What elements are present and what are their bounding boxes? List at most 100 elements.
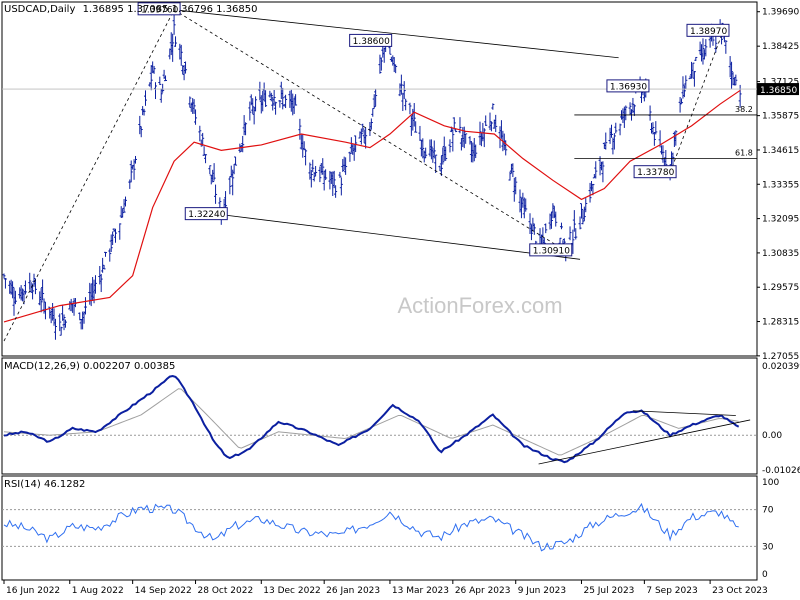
price-bar <box>111 231 115 246</box>
price-bar <box>234 156 238 166</box>
price-bar <box>624 105 628 121</box>
price-bar <box>444 146 448 161</box>
price-bar <box>338 171 342 178</box>
time-axis-label: 23 Oct 2023 <box>712 586 768 596</box>
price-bar <box>518 189 522 213</box>
moving-average-line <box>3 89 741 323</box>
price-bar <box>494 114 498 133</box>
price-bar <box>504 140 508 156</box>
price-bar <box>198 125 202 142</box>
price-bar <box>511 163 515 178</box>
price-bar <box>324 169 328 181</box>
price-bar <box>184 61 188 74</box>
price-bar <box>601 161 605 183</box>
price-bar <box>129 160 133 183</box>
price-callout-label: 1.33780 <box>637 168 674 178</box>
price-bar <box>164 75 168 82</box>
price-bar <box>318 166 322 183</box>
price-callout-label: 1.39760 <box>141 5 178 15</box>
price-trendline <box>221 214 581 260</box>
price-callout-label: 1.38970 <box>690 27 727 37</box>
price-bar <box>614 122 618 134</box>
price-bar <box>482 128 486 148</box>
price-bar <box>278 100 282 108</box>
price-bar <box>549 211 553 229</box>
price-trendline <box>3 9 175 342</box>
price-bar <box>418 125 422 141</box>
macd-panel <box>1 357 758 475</box>
price-bar <box>132 159 136 180</box>
macd-axis-label: 0.00 <box>762 431 782 441</box>
price-bar <box>224 191 228 209</box>
price-bar <box>244 122 248 136</box>
price-bar <box>41 279 45 301</box>
price-axis-label: 1.37125 <box>762 78 799 88</box>
price-bar <box>103 251 107 257</box>
price-bar <box>379 57 383 71</box>
price-bar <box>692 71 696 87</box>
price-bar <box>108 248 112 262</box>
price-bar <box>39 288 43 313</box>
price-axis-label: 1.34615 <box>762 146 799 156</box>
price-bar <box>274 101 278 115</box>
price-bar <box>314 166 318 177</box>
price-bar <box>704 39 708 57</box>
price-bar <box>194 109 198 125</box>
price-bar <box>484 115 488 126</box>
price-bar <box>559 222 563 230</box>
price-bar <box>399 74 403 95</box>
price-bar <box>371 108 375 117</box>
price-axis-label: 1.32095 <box>762 215 799 225</box>
price-bar <box>251 98 255 114</box>
price-bar <box>618 123 622 136</box>
price-bar <box>421 138 425 159</box>
macd-axis-label: -0.01026 <box>762 466 800 476</box>
price-bar <box>321 158 325 175</box>
price-bar <box>204 154 208 164</box>
rsi-line <box>3 502 739 552</box>
price-bar <box>174 36 178 47</box>
price-bar <box>551 203 555 219</box>
time-axis-label: 13 Mar 2023 <box>392 586 449 596</box>
price-bar <box>248 101 252 121</box>
price-bar <box>489 121 493 132</box>
rsi-axis-label: 0 <box>762 570 768 580</box>
price-callout-label: 1.30910 <box>533 246 570 256</box>
price-bar <box>99 273 103 293</box>
price-bar <box>374 88 378 107</box>
price-bar <box>604 132 608 150</box>
price-bar <box>13 290 17 305</box>
time-axis-label: 14 Sep 2022 <box>135 586 192 596</box>
price-axis-label: 1.33355 <box>762 180 799 190</box>
time-axis-label: 16 Jun 2022 <box>6 586 60 596</box>
price-bar <box>109 234 113 253</box>
rsi-axis-label: 70 <box>762 506 774 516</box>
price-bar <box>21 288 25 302</box>
price-bar <box>269 92 273 102</box>
price-bar <box>78 312 82 321</box>
price-bar <box>734 74 738 86</box>
price-bar <box>674 130 678 146</box>
price-bar <box>159 88 163 103</box>
price-bar <box>11 281 15 299</box>
price-axis-label: 1.38425 <box>762 42 799 52</box>
time-axis-label: 28 Oct 2022 <box>198 586 254 596</box>
price-bar <box>102 264 106 270</box>
price-bar <box>302 141 306 151</box>
price-bar <box>648 105 652 121</box>
price-bar <box>528 213 532 235</box>
fib-level-label: 38.2 <box>735 105 753 114</box>
price-bars <box>2 14 742 340</box>
macd-axis-label: 0.020399 <box>762 362 800 372</box>
ohlc-label: 1.36895 1.37085 1.36796 1.36850 <box>82 4 258 15</box>
time-axis-label: 9 Jun 2023 <box>518 586 566 596</box>
price-bar <box>202 146 206 156</box>
price-bar <box>462 126 466 149</box>
price-bar <box>491 103 495 110</box>
price-callout-label: 1.38600 <box>353 37 390 47</box>
price-bar <box>212 163 216 181</box>
price-bar <box>201 132 205 147</box>
price-callout-box <box>529 243 573 257</box>
price-bar <box>294 94 298 106</box>
time-axis-label: 26 Jan 2023 <box>326 586 380 596</box>
